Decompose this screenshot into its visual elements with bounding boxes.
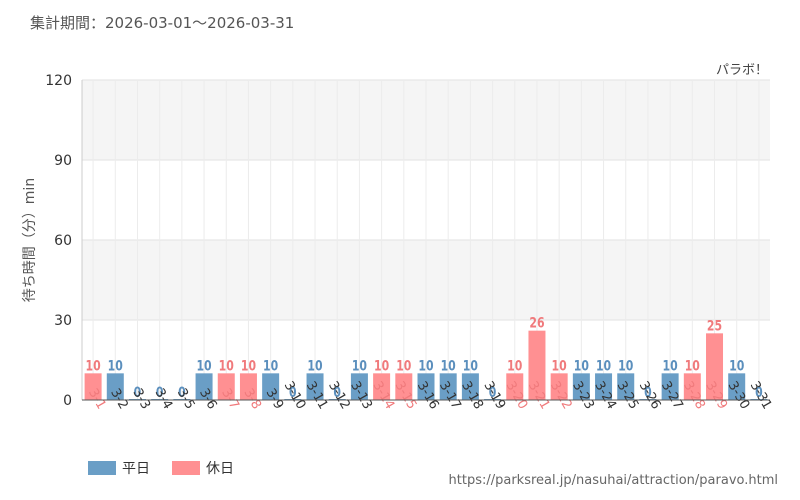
bar-3-22 — [550, 373, 568, 400]
value-label: 25 — [707, 317, 722, 334]
legend-swatch-holiday — [172, 461, 200, 475]
value-label: 10 — [574, 357, 589, 374]
value-label: 0 — [178, 384, 186, 401]
value-label: 0 — [755, 384, 763, 401]
y-tick-label: 0 — [63, 393, 72, 409]
y-tick-label: 90 — [54, 153, 72, 169]
chart-title: パラボ！ — [716, 63, 768, 78]
value-label: 0 — [289, 384, 297, 401]
y-tick-label: 60 — [54, 233, 72, 249]
value-label: 0 — [134, 384, 142, 401]
value-label: 10 — [85, 357, 100, 374]
bar-3-17 — [439, 373, 457, 400]
bar-3-9 — [262, 373, 280, 400]
value-label: 26 — [529, 314, 544, 331]
bar-3-2 — [106, 373, 124, 400]
y-axis-label: 待ち時間（分）min — [22, 178, 38, 302]
bar-3-11 — [306, 373, 324, 400]
value-label: 0 — [156, 384, 164, 401]
y-tick-label: 120 — [45, 73, 72, 89]
value-label: 10 — [241, 357, 256, 374]
value-label: 10 — [374, 357, 389, 374]
bar-3-16 — [417, 373, 435, 400]
value-label: 0 — [333, 384, 341, 401]
value-label: 10 — [596, 357, 611, 374]
legend-item-weekday: 平日 — [88, 458, 150, 478]
value-label: 0 — [644, 384, 652, 401]
value-label: 10 — [418, 357, 433, 374]
bar-3-21 — [528, 330, 546, 400]
value-label: 10 — [663, 357, 678, 374]
value-label: 10 — [618, 357, 633, 374]
value-label: 10 — [263, 357, 278, 374]
bar-3-15 — [395, 373, 413, 400]
bars — [84, 330, 768, 400]
value-label: 10 — [507, 357, 522, 374]
bar-3-6 — [195, 373, 213, 400]
legend-label-weekday: 平日 — [122, 461, 150, 477]
bar-3-29 — [706, 333, 724, 400]
value-label: 10 — [396, 357, 411, 374]
bar-3-1 — [84, 373, 102, 400]
value-label: 10 — [196, 357, 211, 374]
y-axis-ticks: 0 30 60 90 120 — [45, 73, 72, 409]
bar-3-13 — [350, 373, 368, 400]
y-tick-label: 30 — [54, 313, 72, 329]
value-label: 10 — [352, 357, 367, 374]
legend: 平日 休日 — [88, 458, 256, 478]
value-label: 0 — [489, 384, 497, 401]
value-label: 10 — [307, 357, 322, 374]
bar-3-24 — [595, 373, 613, 400]
bar-3-28 — [683, 373, 701, 400]
source-url[interactable]: https://parksreal.jp/nasuhai/attraction/… — [448, 473, 778, 488]
value-label: 10 — [685, 357, 700, 374]
bar-3-25 — [617, 373, 635, 400]
value-label: 10 — [441, 357, 456, 374]
value-label: 10 — [219, 357, 234, 374]
value-label: 10 — [729, 357, 744, 374]
bar-3-20 — [506, 373, 524, 400]
bar-3-14 — [373, 373, 391, 400]
bar-3-23 — [572, 373, 590, 400]
bar-3-7 — [217, 373, 235, 400]
bar-3-8 — [239, 373, 257, 400]
bar-3-18 — [461, 373, 479, 400]
period-label: 集計期間：2026-03-01～2026-03-31 — [30, 14, 295, 32]
value-label: 10 — [552, 357, 567, 374]
bar-3-30 — [728, 373, 746, 400]
value-label: 10 — [463, 357, 478, 374]
legend-item-holiday: 休日 — [172, 458, 234, 478]
bar-3-27 — [661, 373, 679, 400]
legend-label-holiday: 休日 — [206, 461, 234, 477]
legend-swatch-weekday — [88, 461, 116, 475]
value-label: 10 — [108, 357, 123, 374]
